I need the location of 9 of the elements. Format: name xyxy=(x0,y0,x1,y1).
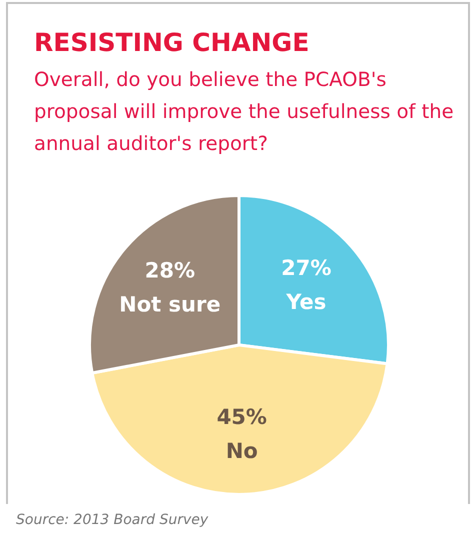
slice-label: No xyxy=(226,439,258,464)
data-label: 28% xyxy=(144,258,196,282)
data-label: 27% xyxy=(281,256,332,280)
source-note: Source: 2013 Board Survey xyxy=(16,512,208,528)
slice-label: Not sure xyxy=(119,292,221,316)
chart-title: RESISTING CHANGE xyxy=(34,28,310,57)
chart-subtitle: Overall, do you believe the PCAOB's proposal will improve the usefulness of the annual auditor's report? xyxy=(34,67,454,157)
data-label: 45% xyxy=(216,405,267,430)
slice-label: Yes xyxy=(285,290,326,314)
